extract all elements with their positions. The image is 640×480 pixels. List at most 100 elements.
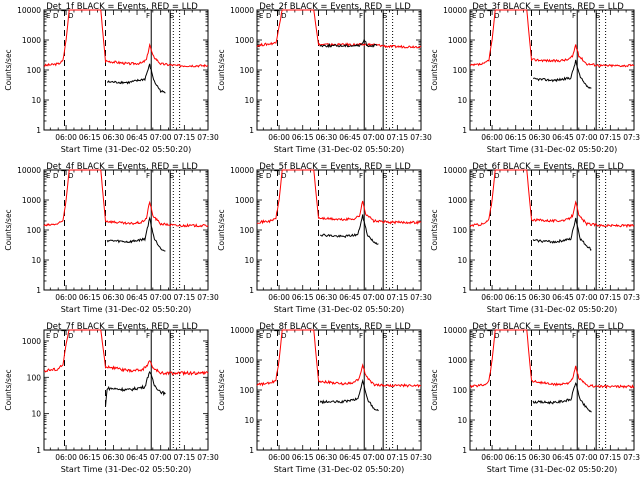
corner-marker-label: D — [266, 332, 271, 340]
y-tick-label: 10 — [244, 96, 254, 105]
x-tick-label: 07:00 — [150, 453, 172, 462]
x-tick-label: 06:15 — [79, 453, 101, 462]
x-tick-label: 07:30 — [410, 133, 432, 142]
x-tick-label: 07:00 — [576, 133, 598, 142]
x-tick-label: 06:30 — [103, 293, 125, 302]
x-tick-label: 06:45 — [339, 453, 361, 462]
y-axis-label: Counts/sec — [217, 369, 226, 410]
chart-panel: Det_5f BLACK = Events, RED = LLD Counts/s… — [217, 162, 432, 314]
x-tick-label: 06:45 — [552, 133, 574, 142]
top-marker-label: D — [68, 332, 73, 340]
x-tick-label: 06:00 — [481, 293, 503, 302]
x-tick-label: 07:15 — [387, 133, 409, 142]
top-marker-label: F — [359, 332, 363, 340]
x-tick-label: 06:00 — [55, 453, 77, 462]
series-line-lld — [43, 169, 209, 228]
chart-panel: Det_3f BLACK = Events, RED = LLD Counts/s… — [430, 2, 640, 154]
x-tick-label: 07:30 — [410, 453, 432, 462]
series-line-events — [320, 214, 379, 245]
x-tick-label: 07:00 — [363, 293, 385, 302]
chart-title: Det_9f BLACK = Events, RED = LLD — [472, 322, 624, 332]
top-marker-label: E — [383, 12, 387, 20]
corner-marker-label: D — [479, 12, 484, 20]
x-tick-label: 06:45 — [552, 293, 574, 302]
x-axis-label: Start Time (31-Dec-02 05:50:20) — [61, 465, 192, 474]
series-line-lld — [469, 169, 635, 229]
x-axis-label: Start Time (31-Dec-02 05:50:20) — [61, 305, 192, 314]
y-tick-label: 10000 — [230, 6, 254, 15]
x-axis-label: Start Time (31-Dec-02 05:50:20) — [487, 305, 618, 314]
y-tick-label: 100 — [27, 226, 42, 235]
y-tick-label: 100 — [27, 373, 42, 382]
top-marker-label: F — [572, 332, 576, 340]
y-tick-label: 1000 — [235, 356, 254, 365]
x-tick-label: 07:30 — [623, 133, 640, 142]
top-marker-label: D — [494, 12, 499, 20]
x-tick-label: 07:00 — [576, 293, 598, 302]
y-axis-label: Counts/sec — [430, 369, 439, 410]
y-tick-label: 10000 — [17, 6, 41, 15]
series-line-events — [319, 38, 378, 49]
y-tick-label: 1 — [462, 446, 467, 455]
chart-title: Det_6f BLACK = Events, RED = LLD — [472, 162, 624, 172]
y-tick-label: 10000 — [230, 166, 254, 175]
top-marker-label: D — [68, 172, 73, 180]
x-tick-label: 07:30 — [197, 293, 219, 302]
top-marker-label: E — [170, 12, 174, 20]
x-tick-label: 07:30 — [410, 293, 432, 302]
x-tick-label: 07:00 — [150, 133, 172, 142]
chart-title: Det_8f BLACK = Events, RED = LLD — [259, 322, 411, 332]
x-tick-label: 07:30 — [197, 453, 219, 462]
corner-marker-label: D — [53, 172, 58, 180]
plot-frame — [469, 329, 635, 451]
chart-title: Det_3f BLACK = Events, RED = LLD — [472, 2, 624, 12]
corner-marker-label: E — [472, 332, 476, 340]
x-axis-label: Start Time (31-Dec-02 05:50:20) — [487, 145, 618, 154]
top-marker-label: E — [383, 172, 387, 180]
top-marker-label: F — [146, 12, 150, 20]
y-tick-label: 10000 — [443, 326, 467, 335]
plot-frame — [469, 9, 635, 131]
y-axis-label: Counts/sec — [4, 369, 13, 410]
y-tick-label: 100 — [453, 66, 468, 75]
chart-panel: Det_7f BLACK = Events, RED = LLD Counts/s… — [4, 322, 219, 474]
series-line-lld — [256, 329, 421, 389]
corner-marker-label: E — [46, 172, 50, 180]
y-tick-label: 1000 — [235, 36, 254, 45]
chart-panel: Det_9f BLACK = Events, RED = LLD Counts/s… — [430, 322, 640, 474]
corner-marker-label: E — [259, 172, 263, 180]
y-tick-label: 1 — [36, 126, 41, 135]
top-marker-label: D — [68, 12, 73, 20]
x-tick-label: 06:00 — [55, 293, 77, 302]
y-axis-label: Counts/sec — [4, 209, 13, 250]
top-marker-label: D — [281, 12, 286, 20]
y-tick-label: 1000 — [448, 36, 467, 45]
x-axis-label: Start Time (31-Dec-02 05:50:20) — [487, 465, 618, 474]
y-tick-label: 100 — [453, 386, 468, 395]
x-tick-label: 06:30 — [529, 453, 551, 462]
x-tick-label: 06:15 — [292, 453, 314, 462]
chart-panel: Det_6f BLACK = Events, RED = LLD Counts/s… — [430, 162, 640, 314]
x-tick-label: 06:15 — [79, 293, 101, 302]
y-tick-label: 10 — [244, 256, 254, 265]
y-tick-label: 1 — [462, 286, 467, 295]
series-line-events — [532, 217, 592, 251]
series-line-events — [532, 59, 592, 89]
x-tick-label: 06:30 — [529, 293, 551, 302]
y-tick-label: 1000 — [448, 356, 467, 365]
x-tick-label: 06:15 — [505, 133, 527, 142]
y-tick-label: 1000 — [235, 196, 254, 205]
chart-title: Det_2f BLACK = Events, RED = LLD — [259, 2, 411, 12]
x-axis-label: Start Time (31-Dec-02 05:50:20) — [274, 305, 405, 314]
x-tick-label: 07:00 — [363, 453, 385, 462]
corner-marker-label: E — [472, 12, 476, 20]
x-tick-label: 06:00 — [481, 133, 503, 142]
series-line-lld — [469, 329, 635, 390]
y-tick-label: 10000 — [443, 6, 467, 15]
corner-marker-label: D — [479, 172, 484, 180]
top-marker-label: F — [572, 172, 576, 180]
top-marker-label: D — [281, 172, 286, 180]
series-line-events — [532, 382, 592, 413]
chart-title: Det_5f BLACK = Events, RED = LLD — [259, 162, 411, 172]
y-axis-label: Counts/sec — [4, 49, 13, 90]
